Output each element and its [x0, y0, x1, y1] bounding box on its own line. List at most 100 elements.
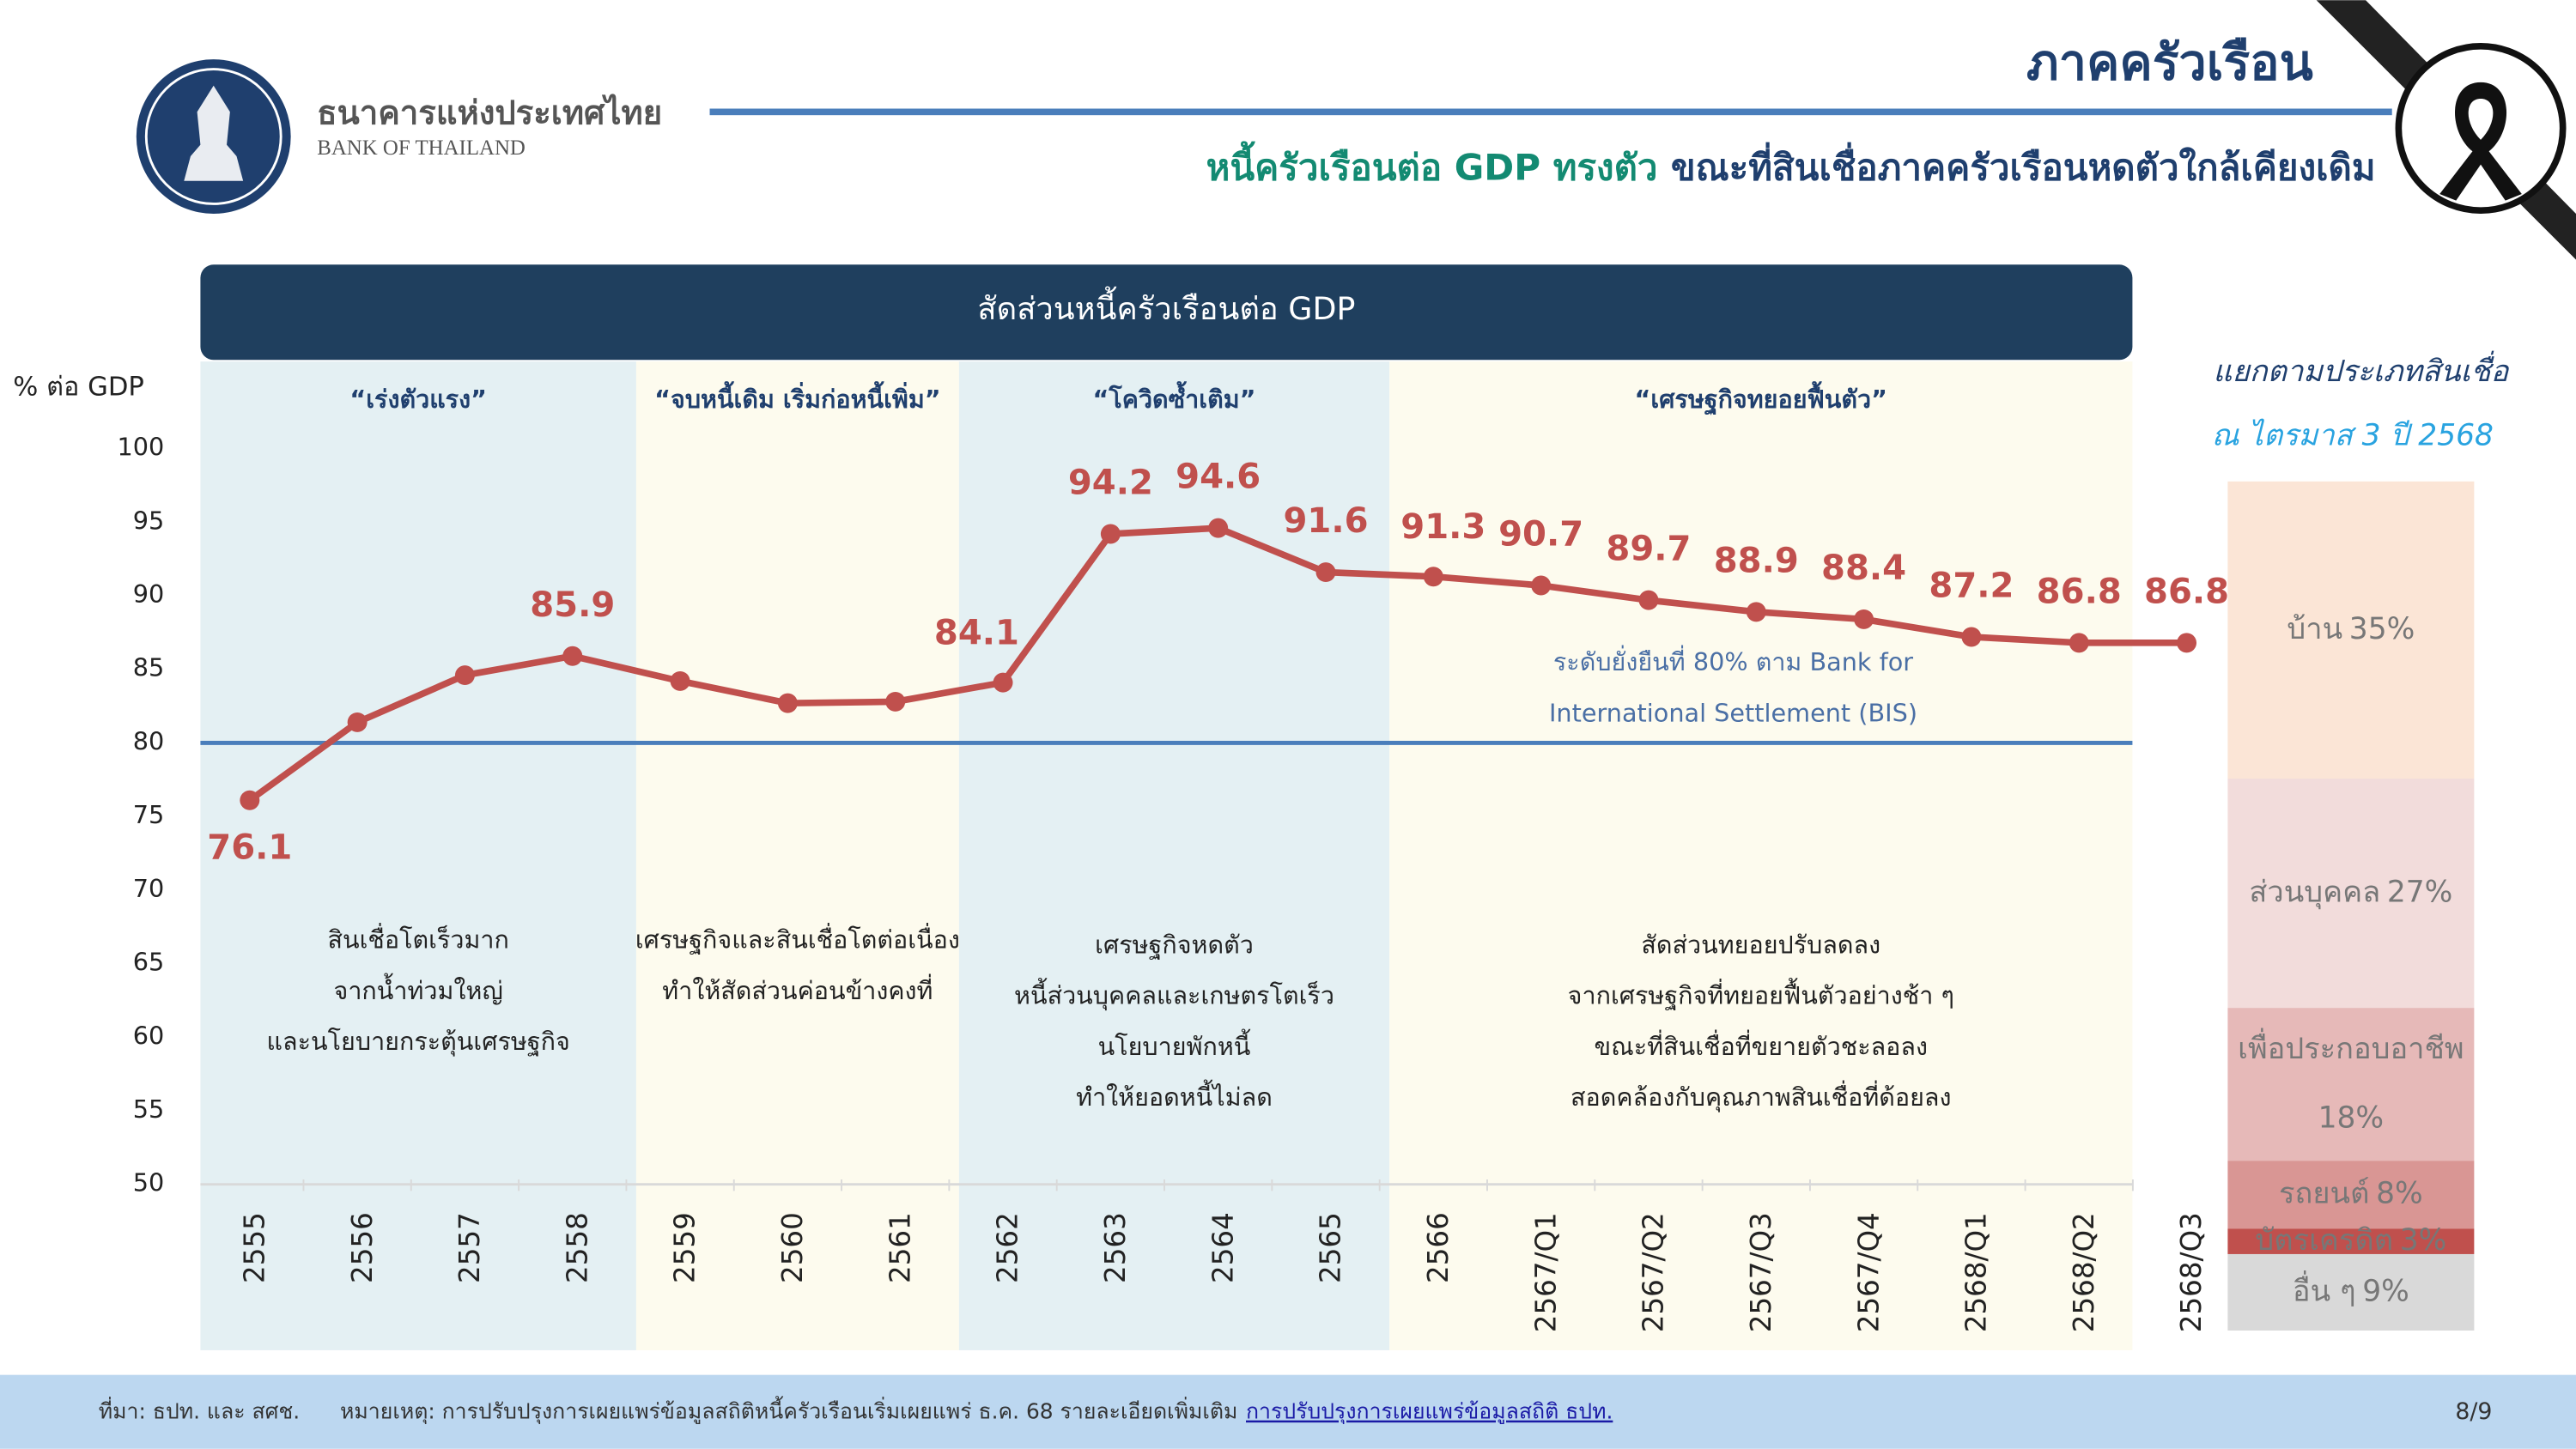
y-tick-label: 100: [118, 433, 165, 462]
y-tick-label: 80: [133, 726, 165, 755]
segment-label: เพื่อประกอบอาชีพ 18%: [2238, 1027, 2464, 1134]
header-rule: [709, 108, 2392, 116]
data-label: 86.8: [2037, 572, 2122, 611]
data-label: 91.6: [1283, 501, 1368, 541]
data-label: 87.2: [1929, 567, 2014, 606]
segment-value: 18%: [2318, 1100, 2385, 1135]
y-tick-label: 85: [133, 653, 165, 682]
phase-note: สอดคล้องกับคุณภาพสินเชื่อที่ด้อยลง: [1571, 1080, 1951, 1113]
segment-name: รถยนต์: [2279, 1176, 2369, 1210]
segment-value: 27%: [2387, 875, 2453, 909]
data-point: [1531, 575, 1552, 596]
segment-value: 35%: [2349, 611, 2415, 646]
x-tick-label: 2567/Q3: [1745, 1212, 1777, 1332]
footer-link[interactable]: การปรับปรุงการเผยแพร่ข้อมูลสถิติ ธปท.: [1246, 1399, 1613, 1425]
data-point: [347, 712, 368, 732]
x-tick-label: 2565: [1315, 1212, 1347, 1283]
phase-note: จากเศรษฐกิจที่ทยอยฟื้นตัวอย่างช้า ๆ: [1568, 979, 1954, 1010]
data-point: [1854, 609, 1874, 629]
headline-green: หนี้ครัวเรือนต่อ GDP ทรงตัว: [1206, 140, 1658, 188]
headline: หนี้ครัวเรือนต่อ GDP ทรงตัว ขณะที่สินเชื่…: [1206, 140, 2376, 188]
x-tick-label: 2567/Q4: [1852, 1212, 1885, 1332]
reference-label: International Settlement (BIS): [1549, 699, 1917, 728]
phase-note: จากน้ำท่วมใหญ่: [334, 973, 503, 1005]
segment-label: บ้าน 35%: [2287, 611, 2415, 646]
segment-value: 9%: [2362, 1274, 2409, 1308]
phase-note: สัดส่วนทยอยปรับลดลง: [1641, 930, 1880, 959]
footer-source: ที่มา: ธปท. และ สศช.: [99, 1397, 300, 1424]
org-th: ธนาคารแห่งประเทศไทย: [317, 94, 662, 133]
data-point: [1638, 590, 1659, 610]
bar-segment: [2227, 1008, 2475, 1161]
x-tick-label: 2559: [669, 1212, 702, 1283]
y-tick-label: 50: [133, 1168, 165, 1197]
phase-title: “จบหนี้เดิม เริ่มก่อหนี้เพิ่ม”: [654, 381, 940, 414]
y-axis-label: % ต่อ GDP: [13, 372, 144, 402]
data-point: [1208, 518, 1229, 538]
data-point: [670, 670, 690, 691]
data-point: [1423, 567, 1443, 587]
data-label: 86.8: [2144, 572, 2229, 611]
x-tick-label: 2556: [346, 1212, 379, 1283]
segment-value: 3%: [2400, 1223, 2447, 1258]
data-label: 88.9: [1714, 541, 1799, 580]
data-label: 89.7: [1606, 530, 1691, 569]
data-label: 91.3: [1400, 507, 1485, 547]
phase-note: ขณะที่สินเชื่อที่ขยายตัวชะลอลง: [1595, 1029, 1928, 1061]
phase-note: เศรษฐกิจและสินเชื่อโตต่อเนื่อง: [635, 923, 960, 955]
bar-segment: [2227, 481, 2475, 779]
y-tick-label: 95: [133, 506, 165, 535]
y-tick-label: 75: [133, 800, 165, 829]
segment-value: 8%: [2376, 1176, 2423, 1210]
phase-note: เศรษฐกิจหดตัว: [1095, 930, 1254, 959]
phase-band: [1389, 361, 2133, 1350]
footer-bar: [0, 1374, 2576, 1449]
phase-note: ทำให้ยอดหนี้ไม่ลด: [1076, 1080, 1273, 1112]
x-tick-label: 2568/Q1: [1960, 1212, 1993, 1332]
data-label: 84.1: [934, 614, 1019, 653]
data-point: [562, 646, 583, 666]
footer-note-text: หมายเหตุ: การปรับปรุงการเผยแพร่ข้อมูลสถิ…: [340, 1397, 1237, 1425]
bar-segment: [2227, 1253, 2475, 1331]
reference-label: ระดับยั่งยืนที่ 80% ตาม Bank for: [1553, 645, 1913, 676]
data-label: 88.4: [1821, 549, 1906, 588]
segment-name: บัตรเครดิต: [2255, 1223, 2393, 1258]
headline-navy: ขณะที่สินเชื่อภาคครัวเรือนหดตัวใกล้เคียง…: [1671, 142, 2376, 188]
segment-name: เพื่อประกอบอาชีพ: [2238, 1027, 2464, 1065]
y-tick-label: 70: [133, 874, 165, 903]
section-title: ภาคครัวเรือน: [2026, 33, 2313, 91]
bar-subtitle: ณ ไตรมาส 3 ปี 2568: [2212, 419, 2494, 453]
data-point: [1961, 627, 1982, 647]
bar-segment: [2227, 779, 2475, 1009]
data-point: [1100, 524, 1121, 544]
segment-label: ส่วนบุคคล 27%: [2249, 875, 2452, 909]
data-label: 90.7: [1498, 515, 1583, 555]
data-point: [240, 790, 260, 810]
footer-note: หมายเหตุ: การปรับปรุงการเผยแพร่ข้อมูลสถิ…: [340, 1397, 1613, 1425]
segment-name: อื่น ๆ: [2293, 1270, 2356, 1308]
data-point: [777, 693, 798, 713]
phase-note: นโยบายพักหนี้: [1098, 1029, 1251, 1061]
segment-name: บ้าน: [2287, 611, 2342, 646]
phase-note: หนี้ส่วนบุคคลและเกษตรโตเร็ว: [1014, 979, 1334, 1011]
phase-note: สินเชื่อโตเร็วมาก: [327, 923, 508, 955]
data-point: [1315, 562, 1336, 583]
data-point: [993, 672, 1013, 693]
data-label: 76.1: [207, 828, 292, 868]
phase-title: “เร่งตัวแรง”: [349, 385, 487, 414]
data-label: 94.6: [1176, 458, 1261, 497]
chart-header: [200, 264, 2133, 361]
segment-label: บัตรเครดิต 3%: [2255, 1223, 2446, 1258]
phase-title: “เศรษฐกิจทยอยฟื้นตัว”: [1635, 381, 1887, 415]
logo: [136, 59, 291, 214]
phase-note: ทำให้สัดส่วนค่อนข้างคงที่: [662, 973, 933, 1005]
x-tick-label: 2567/Q1: [1529, 1212, 1562, 1332]
chart-title: สัดส่วนหนี้ครัวเรือนต่อ GDP: [977, 286, 1355, 327]
data-label: 94.2: [1068, 464, 1153, 503]
y-tick-label: 60: [133, 1021, 165, 1050]
segment-label: รถยนต์ 8%: [2279, 1176, 2423, 1210]
y-tick-label: 55: [133, 1094, 165, 1124]
x-tick-label: 2557: [453, 1212, 486, 1283]
data-point: [2177, 633, 2197, 653]
